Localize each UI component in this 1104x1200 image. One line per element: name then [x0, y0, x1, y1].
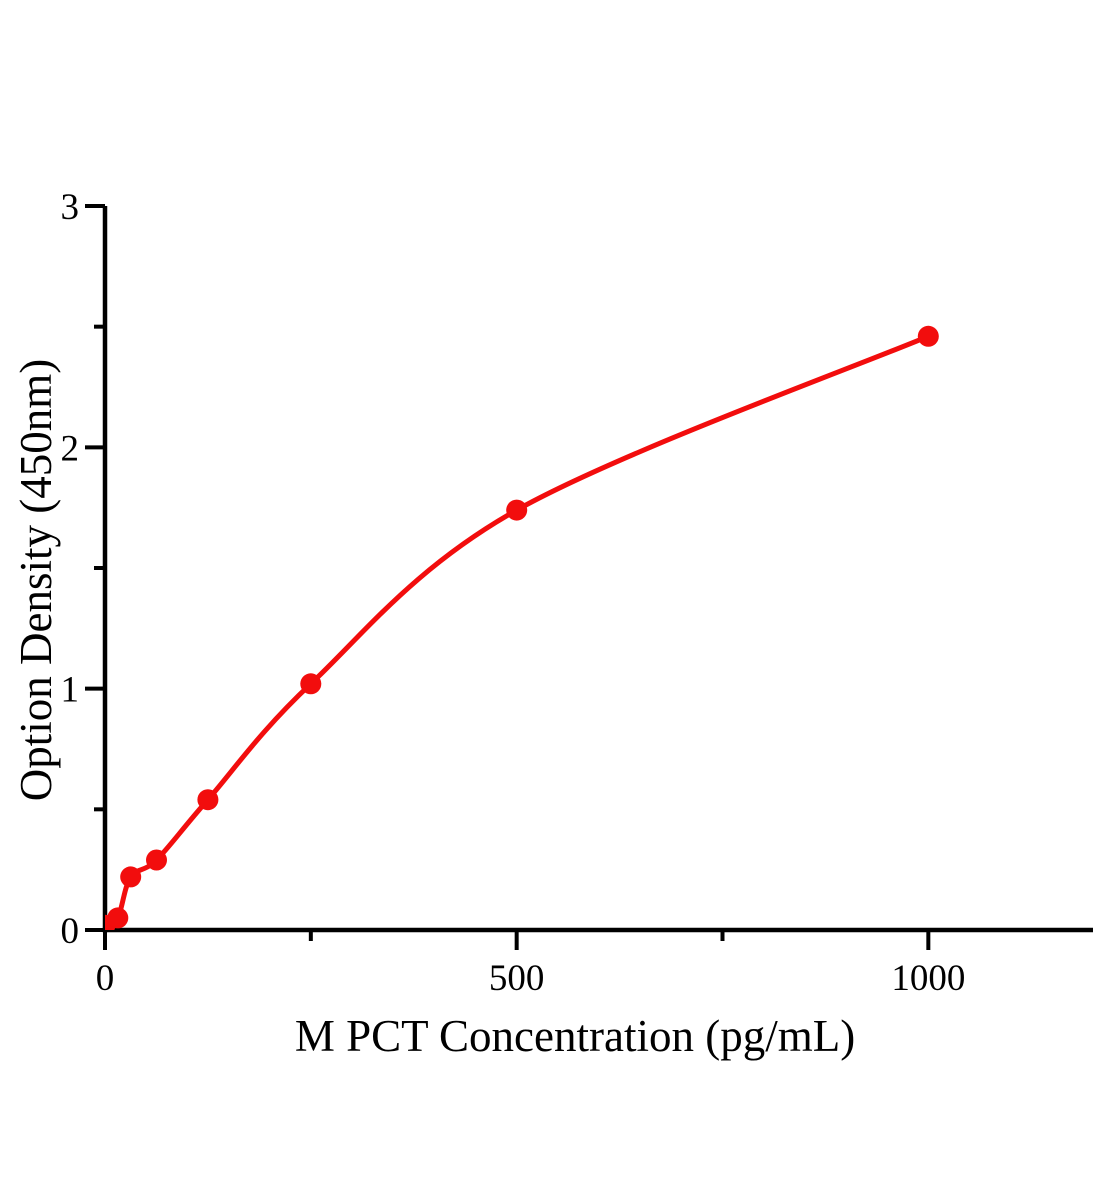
data-point-marker [506, 499, 528, 521]
data-point-marker [300, 673, 322, 695]
x-axis-title: M PCT Concentration (pg/mL) [294, 1011, 856, 1061]
data-series-group [105, 325, 939, 930]
data-point-marker [917, 325, 939, 347]
x-axis-tick-label: 500 [489, 958, 545, 999]
y-axis-tick-label: 0 [61, 911, 80, 952]
data-point-marker [120, 866, 142, 888]
y-axis-title: Option Density (450nm) [11, 358, 61, 802]
y-axis-tick-label: 1 [61, 670, 80, 711]
x-axis-tick-label: 0 [96, 958, 115, 999]
data-point-marker [146, 849, 167, 871]
data-point-marker [197, 789, 219, 811]
x-axis-tick-label: 1000 [891, 958, 965, 999]
data-point-marker [107, 907, 129, 929]
y-axis-tick-label: 3 [61, 187, 80, 228]
y-axis-tick-label: 2 [61, 428, 80, 469]
fit-curve [105, 333, 931, 928]
